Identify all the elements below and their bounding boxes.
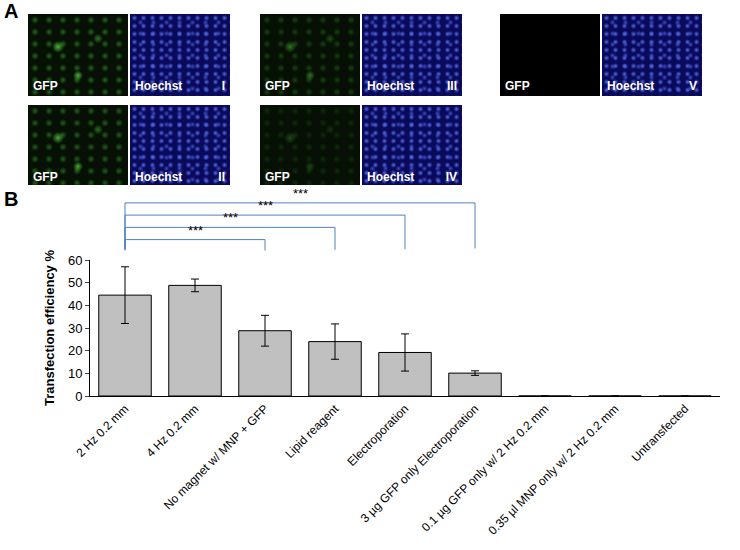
html-text:B: B: [4, 188, 19, 210]
svg-text:No magnet w/ MNP + GFP: No magnet w/ MNP + GFP: [161, 402, 271, 512]
svg-text:50: 50: [68, 275, 82, 290]
html-text:GFP: GFP: [265, 170, 290, 184]
html-text:IV: IV: [445, 170, 457, 184]
html-text:II: II: [218, 170, 225, 184]
svg-text:0.1 µg GFP only w/ 2 Hz 0.2 mm: 0.1 µg GFP only w/ 2 Hz 0.2 mm: [419, 402, 552, 535]
svg-text:2 Hz 0.2 mm: 2 Hz 0.2 mm: [73, 402, 131, 460]
svg-text:***: ***: [258, 198, 273, 213]
svg-text:20: 20: [68, 343, 82, 358]
html-text:A: A: [4, 0, 19, 22]
svg-text:30: 30: [68, 321, 82, 336]
svg-text:10: 10: [68, 366, 82, 381]
svg-text:Untransfected: Untransfected: [629, 402, 692, 465]
svg-text:60: 60: [68, 253, 82, 268]
svg-text:***: ***: [223, 210, 238, 225]
html-text:Hoechst: Hoechst: [135, 170, 183, 184]
svg-text:4 Hz 0.2 mm: 4 Hz 0.2 mm: [143, 402, 201, 460]
html-text:Hoechst: Hoechst: [367, 170, 415, 184]
svg-text:3 µg GFP only Electroporation: 3 µg GFP only Electroporation: [358, 402, 482, 526]
svg-text:40: 40: [68, 298, 82, 313]
html-text:GFP: GFP: [33, 170, 58, 184]
html-text:Hoechst: Hoechst: [607, 79, 655, 93]
svg-text:***: ***: [188, 223, 203, 238]
svg-text:Electroporation: Electroporation: [344, 402, 411, 469]
html-text:Hoechst: Hoechst: [135, 79, 183, 93]
html-text:III: III: [447, 79, 457, 93]
svg-text:0: 0: [75, 389, 82, 404]
svg-text:Transfection efficiency %: Transfection efficiency %: [42, 250, 57, 406]
html-text:GFP: GFP: [505, 79, 530, 93]
html-text:Hoechst: Hoechst: [367, 79, 415, 93]
svg-text:Lipid reagent: Lipid reagent: [282, 401, 341, 460]
html-text:GFP: GFP: [33, 79, 58, 93]
svg-text:0.35 µl MNP only w/ 2 Hz 0.2 m: 0.35 µl MNP only w/ 2 Hz 0.2 mm: [486, 402, 622, 538]
html-text:I: I: [221, 79, 225, 93]
svg-text:***: ***: [293, 186, 308, 201]
html-text:V: V: [689, 79, 697, 93]
html-text:GFP: GFP: [265, 79, 290, 93]
